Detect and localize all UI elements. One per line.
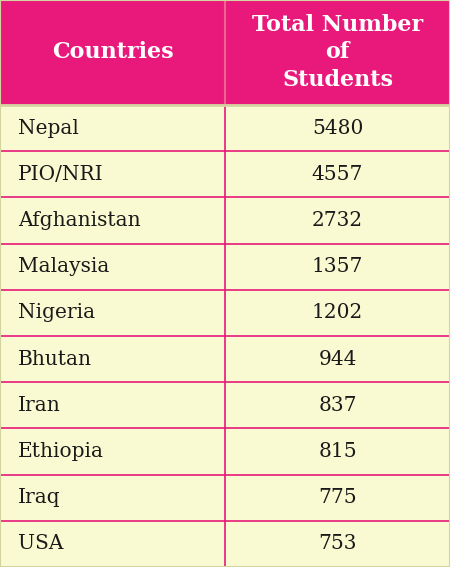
Bar [0, 429, 450, 475]
Text: Afghanistan: Afghanistan [18, 211, 140, 230]
Text: Bhutan: Bhutan [18, 350, 92, 369]
Bar [0, 0, 450, 105]
Text: 1357: 1357 [312, 257, 363, 276]
Text: 944: 944 [318, 350, 357, 369]
Text: Nepal: Nepal [18, 119, 79, 138]
Text: 5480: 5480 [312, 119, 363, 138]
Text: 1202: 1202 [312, 303, 363, 323]
Text: Nigeria: Nigeria [18, 303, 95, 323]
Text: 2732: 2732 [312, 211, 363, 230]
Text: 4557: 4557 [312, 165, 363, 184]
Bar [0, 475, 450, 521]
Text: Countries: Countries [52, 41, 173, 64]
Text: Total Number
of
Students: Total Number of Students [252, 14, 423, 91]
Text: 815: 815 [318, 442, 357, 461]
Bar [0, 244, 450, 290]
Bar [0, 151, 450, 197]
Bar [0, 382, 450, 429]
Bar [0, 521, 450, 567]
Bar [0, 336, 450, 382]
Bar [0, 290, 450, 336]
Text: 837: 837 [318, 396, 357, 415]
Bar [0, 105, 450, 151]
Text: PIO/NRI: PIO/NRI [18, 165, 104, 184]
Text: Iran: Iran [18, 396, 61, 415]
Text: 753: 753 [318, 535, 357, 553]
Text: 775: 775 [318, 488, 357, 507]
Text: Ethiopia: Ethiopia [18, 442, 104, 461]
Bar [0, 197, 450, 244]
Text: Iraq: Iraq [18, 488, 61, 507]
Text: USA: USA [18, 535, 63, 553]
Text: Malaysia: Malaysia [18, 257, 109, 276]
